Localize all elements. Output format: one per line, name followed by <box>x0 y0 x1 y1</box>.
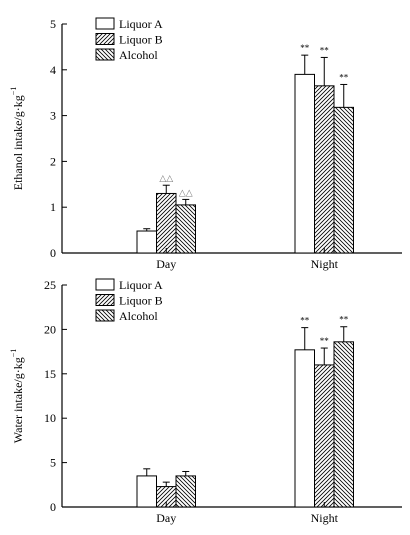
legend-label: Alcohol <box>119 309 158 323</box>
bar <box>314 85 335 254</box>
legend-label: Liquor B <box>119 294 163 308</box>
y-axis-title-superscript: −1 <box>9 87 18 96</box>
bar <box>156 192 177 254</box>
legend-swatch <box>95 278 115 291</box>
y-axis-title-text: Water intake/g·kg <box>11 357 25 443</box>
legend-swatch <box>95 33 115 45</box>
bar <box>333 341 354 508</box>
legend-label: Liquor A <box>119 17 163 31</box>
significance-mark: ** <box>320 336 330 346</box>
significance-mark: △△ <box>159 173 173 183</box>
chart-panel-2: 0 5 10 15 20 25 Water intake/g·kg−1 Day ** ** ** Ni… <box>9 278 402 525</box>
significance-mark: ** <box>339 72 349 82</box>
y-tick-label: 5 <box>50 17 56 31</box>
y-tick-label: 0 <box>50 500 56 514</box>
y-tick-label: 5 <box>50 456 56 470</box>
y-tick-label: 4 <box>50 63 56 77</box>
y-tick-label: 20 <box>44 322 56 336</box>
y-axis-title: Water intake/g·kg−1 <box>9 349 25 444</box>
legend-swatch <box>95 309 115 322</box>
bar <box>294 349 315 508</box>
significance-mark: ** <box>320 45 330 55</box>
significance-mark: ** <box>339 315 349 325</box>
legend-swatch <box>95 17 115 30</box>
y-tick-label: 1 <box>50 200 56 214</box>
x-tick-label: Night <box>311 511 339 525</box>
x-tick-label: Night <box>311 257 339 271</box>
chart-panel-1: 0 1 2 3 4 5 Ethanol intake/g·kg−1 △△ △△ Day ** ** **… <box>9 17 402 271</box>
significance-mark: ** <box>300 43 310 53</box>
bar <box>314 364 335 508</box>
significance-mark: △△ <box>179 187 193 197</box>
y-tick-label: 3 <box>50 109 56 123</box>
x-tick-label: Day <box>156 511 176 525</box>
legend-label: Liquor A <box>119 278 163 292</box>
legend-swatch <box>95 48 115 61</box>
legend-label: Liquor B <box>119 33 163 47</box>
bar <box>333 106 354 254</box>
y-tick-label: 0 <box>50 246 56 260</box>
x-tick-label: Day <box>156 257 176 271</box>
bar <box>294 73 315 254</box>
bar <box>175 204 196 254</box>
y-tick-label: 2 <box>50 154 56 168</box>
y-axis-title-superscript: −1 <box>9 349 18 358</box>
legend-swatch <box>95 294 115 306</box>
y-tick-label: 10 <box>44 411 56 425</box>
bar <box>175 475 196 508</box>
y-axis-title-text: Ethanol intake/g·kg <box>11 95 25 190</box>
bar <box>136 230 157 254</box>
bar <box>136 475 157 508</box>
y-tick-label: 15 <box>44 367 56 381</box>
y-tick-label: 25 <box>44 278 56 292</box>
legend-label: Alcohol <box>119 48 158 62</box>
significance-mark: ** <box>300 316 310 326</box>
y-axis-title: Ethanol intake/g·kg−1 <box>9 87 25 191</box>
